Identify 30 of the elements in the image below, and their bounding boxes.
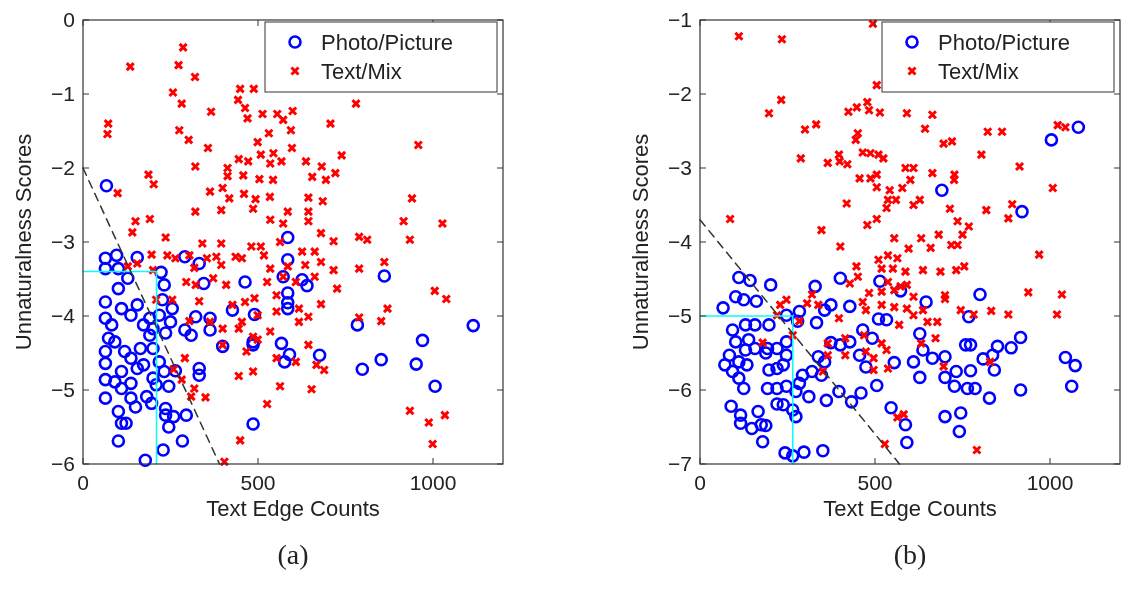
y-tick-label: −3 bbox=[51, 230, 75, 254]
x-tick-label: 0 bbox=[694, 471, 706, 494]
y-tick-label: −1 bbox=[668, 8, 692, 32]
x-tick-label: 500 bbox=[240, 471, 276, 494]
text: (a) bbox=[277, 539, 309, 570]
x-tick-label: 500 bbox=[857, 471, 893, 494]
y-tick-label: −2 bbox=[51, 156, 75, 180]
y-tick-label: −6 bbox=[668, 378, 692, 402]
legend-label: Photo/Picture bbox=[321, 29, 454, 55]
x-axis-title: Text Edge Counts bbox=[206, 496, 380, 521]
x-tick-label: 1000 bbox=[409, 471, 457, 494]
y-tick-label: −4 bbox=[51, 304, 76, 328]
legend-label: Photo/Picture bbox=[938, 29, 1071, 55]
y-tick-label: −6 bbox=[51, 452, 75, 476]
y-tick-label: −7 bbox=[668, 452, 692, 476]
y-axis-title: Unnaturalness Scores bbox=[11, 133, 36, 351]
y-tick-label: −5 bbox=[51, 378, 75, 402]
x-tick-label: 1000 bbox=[1026, 471, 1074, 494]
text: (b) bbox=[893, 539, 927, 570]
y-axis-title: Unnaturalness Scores bbox=[628, 133, 653, 351]
legend-label: Text/Mix bbox=[938, 58, 1019, 84]
y-tick-label: −5 bbox=[668, 304, 692, 328]
x-axis-title: Text Edge Counts bbox=[823, 496, 997, 521]
y-tick-label: −4 bbox=[668, 230, 693, 254]
y-tick-label: −3 bbox=[668, 156, 692, 180]
y-tick-label: −1 bbox=[51, 82, 75, 106]
y-tick-label: −2 bbox=[668, 82, 692, 106]
x-tick-label: 0 bbox=[77, 471, 89, 494]
legend-label: Text/Mix bbox=[321, 58, 402, 84]
y-tick-label: 0 bbox=[63, 8, 75, 32]
